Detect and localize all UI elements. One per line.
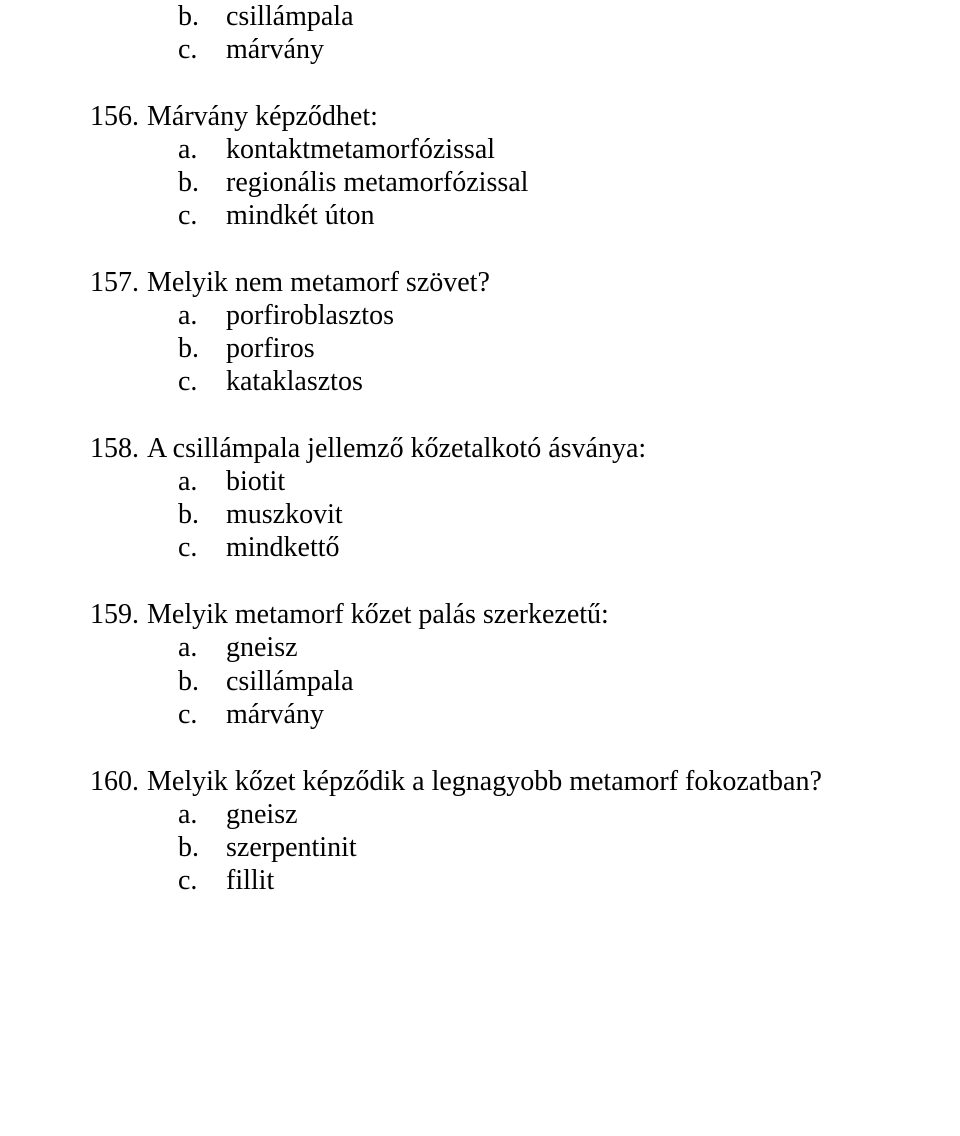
- question-text: A csillámpala jellemző kőzetalkotó ásván…: [147, 432, 870, 465]
- option-text: mindkét úton: [226, 199, 870, 232]
- option-letter: a.: [178, 133, 226, 166]
- option-row: c. kataklasztos: [178, 365, 870, 398]
- option-letter: b.: [178, 498, 226, 531]
- option-row: b. szerpentinit: [178, 831, 870, 864]
- question-stem: 156. Márvány képződhet:: [90, 100, 870, 133]
- option-row: a. gneisz: [178, 631, 870, 664]
- option-text: fillit: [226, 864, 870, 897]
- option-text: regionális metamorfózissal: [226, 166, 870, 199]
- option-letter: a.: [178, 631, 226, 664]
- option-row: c. mindkét úton: [178, 199, 870, 232]
- option-letter: b.: [178, 665, 226, 698]
- option-row: b. porfiros: [178, 332, 870, 365]
- question-text: Melyik nem metamorf szövet?: [147, 266, 870, 299]
- option-row: c. mindkettő: [178, 531, 870, 564]
- question-block: 159. Melyik metamorf kőzet palás szerkez…: [90, 598, 870, 730]
- option-text: muszkovit: [226, 498, 870, 531]
- option-text: porfiros: [226, 332, 870, 365]
- option-text: kontaktmetamorfózissal: [226, 133, 870, 166]
- question-number: 158.: [90, 432, 139, 465]
- question-number: 159.: [90, 598, 139, 631]
- option-letter: c.: [178, 864, 226, 897]
- option-letter: c.: [178, 531, 226, 564]
- option-letter: a.: [178, 299, 226, 332]
- document-page: b. csillámpala c. márvány 156. Márvány k…: [0, 0, 960, 897]
- question-number: 156.: [90, 100, 139, 133]
- option-letter: c.: [178, 199, 226, 232]
- option-letter: b.: [178, 166, 226, 199]
- question-stem: 160. Melyik kőzet képződik a legnagyobb …: [90, 765, 870, 798]
- option-letter: c.: [178, 698, 226, 731]
- question-number: 157.: [90, 266, 139, 299]
- question-number: 160.: [90, 765, 139, 798]
- question-block: 157. Melyik nem metamorf szövet? a. porf…: [90, 266, 870, 398]
- option-row: c. márvány: [178, 698, 870, 731]
- option-row: b. muszkovit: [178, 498, 870, 531]
- option-row: b. csillámpala: [178, 665, 870, 698]
- option-text: gneisz: [226, 631, 870, 664]
- question-text: Melyik kőzet képződik a legnagyobb metam…: [147, 765, 870, 798]
- option-text: gneisz: [226, 798, 870, 831]
- option-letter: b.: [178, 332, 226, 365]
- option-text: márvány: [226, 33, 870, 66]
- question-block: 158. A csillámpala jellemző kőzetalkotó …: [90, 432, 870, 564]
- option-text: kataklasztos: [226, 365, 870, 398]
- question-stem: 157. Melyik nem metamorf szövet?: [90, 266, 870, 299]
- option-letter: c.: [178, 33, 226, 66]
- option-text: márvány: [226, 698, 870, 731]
- option-letter: b.: [178, 0, 226, 33]
- option-text: szerpentinit: [226, 831, 870, 864]
- option-letter: a.: [178, 465, 226, 498]
- question-stem: 159. Melyik metamorf kőzet palás szerkez…: [90, 598, 870, 631]
- option-row: b. regionális metamorfózissal: [178, 166, 870, 199]
- question-stem: 158. A csillámpala jellemző kőzetalkotó …: [90, 432, 870, 465]
- option-row: a. gneisz: [178, 798, 870, 831]
- option-row: c. fillit: [178, 864, 870, 897]
- option-text: porfiroblasztos: [226, 299, 870, 332]
- option-letter: c.: [178, 365, 226, 398]
- option-text: biotit: [226, 465, 870, 498]
- option-row: c. márvány: [178, 33, 870, 66]
- question-text: Melyik metamorf kőzet palás szerkezetű:: [147, 598, 870, 631]
- option-text: mindkettő: [226, 531, 870, 564]
- option-letter: a.: [178, 798, 226, 831]
- question-block: 156. Márvány képződhet: a. kontaktmetamo…: [90, 100, 870, 232]
- option-row: a. biotit: [178, 465, 870, 498]
- option-row: a. porfiroblasztos: [178, 299, 870, 332]
- option-text: csillámpala: [226, 665, 870, 698]
- option-letter: b.: [178, 831, 226, 864]
- question-text: Márvány képződhet:: [147, 100, 870, 133]
- option-text: csillámpala: [226, 0, 870, 33]
- question-block: 160. Melyik kőzet képződik a legnagyobb …: [90, 765, 870, 897]
- option-row: b. csillámpala: [178, 0, 870, 33]
- option-row: a. kontaktmetamorfózissal: [178, 133, 870, 166]
- orphan-options-block: b. csillámpala c. márvány: [90, 0, 870, 66]
